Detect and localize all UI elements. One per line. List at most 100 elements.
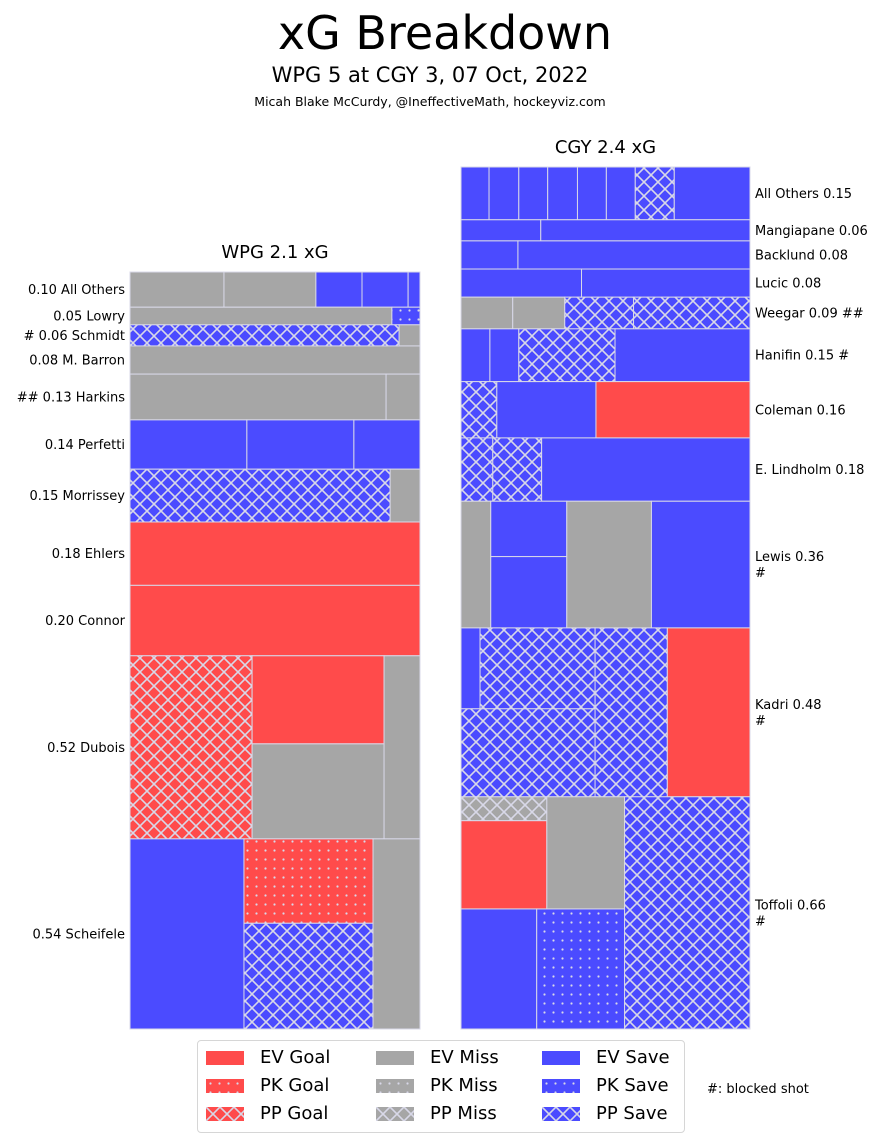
legend-item-pp-goal: PP Goal	[206, 1102, 328, 1126]
shot-tile-ev-save	[489, 328, 520, 383]
player-label: 0.20 Connor	[45, 614, 126, 629]
player-label: Toffoli 0.66 #	[754, 898, 826, 929]
legend-item-pk-goal: PK Goal	[206, 1074, 329, 1098]
panel-wpg: 0.10 All Others 0.05 Lowry # 0.06 Schmidt 0…	[17, 271, 421, 1030]
shot-tile-ev-save	[650, 500, 751, 629]
shot-tile-ev-save	[460, 627, 481, 710]
shot-tile-ev-goal	[129, 584, 421, 657]
player-label: 0.18 Ehlers	[52, 547, 125, 562]
player-label: All Others 0.15	[755, 187, 852, 202]
player-row-schmidt: # 0.06 Schmidt	[24, 324, 421, 347]
player-row-lowry: 0.05 Lowry	[53, 306, 421, 326]
shot-tile-ev-save	[488, 166, 520, 221]
shot-tile-pp-save	[624, 796, 751, 1030]
shot-tile-ev-miss	[129, 271, 225, 308]
legend-swatch-icon	[376, 1051, 414, 1065]
shot-tile-ev-miss	[389, 468, 421, 523]
shot-tile-ev-save	[576, 166, 607, 221]
shot-tile-ev-miss	[385, 373, 421, 421]
shot-tile-ev-save	[517, 240, 751, 270]
shot-tile-ev-save	[614, 328, 751, 383]
shot-tile-ev-save	[460, 240, 519, 270]
player-row-kadri: Kadri 0.48 #	[460, 627, 822, 798]
panel-title-wpg: WPG 2.1 xG	[221, 242, 329, 263]
chart-title: xG Breakdown	[277, 6, 613, 60]
player-label: E. Lindholm 0.18	[755, 463, 864, 478]
shot-tile-ev-save	[547, 166, 578, 221]
legend-label: EV Save	[596, 1047, 670, 1068]
player-label: 0.14 Perfetti	[45, 438, 125, 453]
shot-tile-ev-miss	[546, 796, 626, 910]
shot-tile-ev-save	[353, 419, 421, 470]
legend-item-pk-miss: PK Miss	[376, 1074, 498, 1098]
shot-tile-pp-save	[633, 296, 751, 330]
player-label: 0.05 Lowry	[53, 310, 125, 325]
legend-label: PP Goal	[260, 1103, 329, 1124]
legend-item-pk-save: PK Save	[542, 1074, 669, 1098]
player-label: 0.10 All Others	[28, 283, 125, 298]
shot-tile-pk-save	[536, 908, 626, 1030]
shot-tile-ev-miss	[129, 345, 421, 375]
player-row-all-others: All Others 0.15	[460, 166, 852, 221]
player-row-perfetti: 0.14 Perfetti	[45, 419, 421, 470]
shot-tile-ev-save	[490, 556, 568, 629]
shot-tile-pp-save	[460, 708, 596, 798]
shot-tile-ev-miss	[223, 271, 317, 308]
shot-tile-pp-save	[564, 296, 635, 330]
legend-swatch-icon	[206, 1051, 244, 1065]
legend-label: PP Save	[596, 1103, 668, 1124]
legend-label: PK Save	[596, 1075, 669, 1096]
shot-tile-ev-save	[460, 166, 490, 221]
shot-tile-ev-save	[407, 271, 421, 308]
legend-swatch-icon	[542, 1079, 580, 1093]
player-label: ## 0.13 Harkins	[17, 390, 125, 405]
legend-swatch-icon	[376, 1079, 414, 1093]
shot-tile-ev-goal	[251, 655, 385, 745]
shot-tile-ev-goal	[129, 521, 421, 586]
player-row-hanifin: Hanifin 0.15 #	[460, 328, 849, 383]
player-row-harkins: ## 0.13 Harkins	[17, 373, 421, 421]
shot-tile-ev-goal	[460, 820, 548, 910]
shot-tile-ev-save	[581, 268, 751, 298]
shot-tile-ev-save	[361, 271, 409, 308]
player-label: 0.54 Scheifele	[32, 927, 125, 942]
shot-tile-ev-save	[246, 419, 355, 470]
shot-tile-pp-miss	[460, 796, 548, 822]
shot-tile-ev-save	[541, 437, 751, 502]
player-row-morrissey: 0.15 Morrissey	[29, 468, 421, 523]
legend-swatch-icon	[206, 1107, 244, 1121]
legend-item-ev-miss: EV Miss	[376, 1046, 499, 1070]
player-row-e-lindholm: E. Lindholm 0.18	[460, 437, 864, 502]
legend: EV Goal PK Goal PP Goal EV Miss PK Miss PP Mi…	[197, 1040, 685, 1133]
player-label: Weegar 0.09 ##	[755, 307, 864, 322]
legend-swatch-icon	[542, 1051, 580, 1065]
shot-tile-ev-save	[605, 166, 636, 221]
player-row-all-others: 0.10 All Others	[28, 271, 421, 308]
shot-tile-pp-save	[634, 166, 675, 221]
legend-label: PK Goal	[260, 1075, 330, 1096]
shot-tile-ev-miss	[372, 838, 421, 1030]
shot-tile-pp-save	[129, 468, 391, 523]
legend-item-ev-save: EV Save	[542, 1046, 670, 1070]
shot-tile-ev-save	[518, 166, 549, 221]
player-label: 0.08 M. Barron	[29, 354, 125, 369]
player-label: Backlund 0.08	[755, 248, 848, 263]
player-label: Kadri 0.48 #	[755, 698, 822, 729]
shot-tile-pp-save	[243, 922, 374, 1030]
legend-item-pp-save: PP Save	[542, 1102, 668, 1126]
player-row-connor: 0.20 Connor	[45, 584, 421, 657]
player-row-mangiapane: Mangiapane 0.06	[460, 219, 868, 242]
shot-tile-pk-goal	[243, 838, 374, 924]
player-label: Mangiapane 0.06	[755, 224, 868, 239]
chart-credit: Micah Blake McCurdy, @IneffectiveMath, h…	[254, 94, 606, 109]
shot-tile-ev-miss	[460, 500, 492, 629]
player-label: Hanifin 0.15 #	[755, 349, 849, 364]
shot-tile-pp-save	[460, 437, 494, 502]
legend-swatch-icon	[376, 1107, 414, 1121]
shot-tile-pp-save	[460, 381, 498, 439]
legend-swatch-icon	[542, 1107, 580, 1121]
shot-tile-ev-miss	[398, 324, 421, 347]
legend-label: PP Miss	[430, 1103, 497, 1124]
shot-tile-ev-miss	[512, 296, 566, 330]
player-label: # 0.06 Schmidt	[24, 329, 125, 344]
